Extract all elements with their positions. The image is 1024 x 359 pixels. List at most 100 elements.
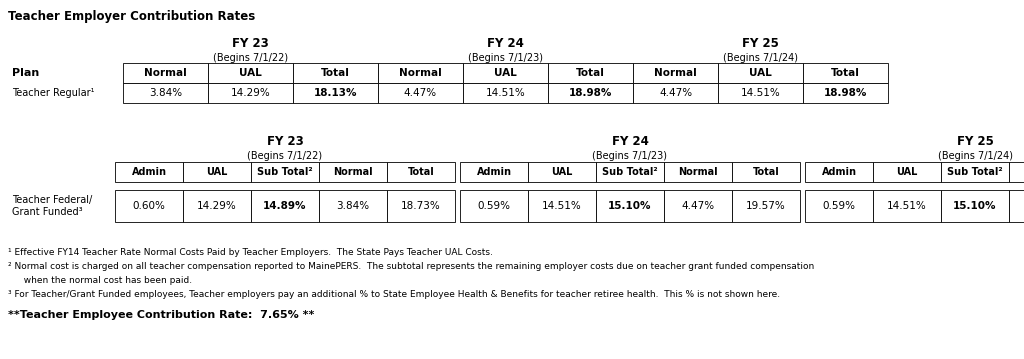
Bar	[732, 162, 800, 182]
Bar	[208, 63, 293, 83]
Text: 18.98%: 18.98%	[568, 88, 612, 98]
Bar	[251, 162, 319, 182]
Bar	[664, 190, 732, 222]
Text: FY 24: FY 24	[487, 37, 524, 50]
Text: (Begins 7/1/22): (Begins 7/1/22)	[248, 151, 323, 161]
Bar	[873, 190, 941, 222]
Bar	[123, 83, 208, 103]
Bar	[548, 83, 633, 103]
Text: 18.13%: 18.13%	[313, 88, 357, 98]
Bar	[718, 63, 803, 83]
Bar	[319, 162, 387, 182]
Bar	[528, 190, 596, 222]
Text: 15.10%: 15.10%	[953, 201, 996, 211]
Text: (Begins 7/1/23): (Begins 7/1/23)	[468, 53, 543, 63]
Bar	[183, 162, 251, 182]
Bar	[463, 63, 548, 83]
Text: ¹ Effective FY14 Teacher Rate Normal Costs Paid by Teacher Employers.  The State: ¹ Effective FY14 Teacher Rate Normal Cos…	[8, 248, 493, 257]
Text: UAL: UAL	[495, 68, 517, 78]
Bar	[319, 190, 387, 222]
Text: Total: Total	[577, 68, 605, 78]
Bar	[115, 190, 183, 222]
Text: Total: Total	[753, 167, 779, 177]
Text: UAL: UAL	[551, 167, 572, 177]
Text: **Teacher Employee Contribution Rate:  7.65% **: **Teacher Employee Contribution Rate: 7.…	[8, 309, 314, 320]
Bar	[1009, 190, 1024, 222]
Text: Normal: Normal	[678, 167, 718, 177]
Text: 14.29%: 14.29%	[230, 88, 270, 98]
Bar	[805, 162, 873, 182]
Text: Plan: Plan	[12, 68, 39, 78]
Text: 3.84%: 3.84%	[337, 201, 370, 211]
Text: Teacher Employer Contribution Rates: Teacher Employer Contribution Rates	[8, 10, 255, 23]
Text: ³ For Teacher/Grant Funded employees, Teacher employers pay an additional % to S: ³ For Teacher/Grant Funded employees, Te…	[8, 290, 780, 299]
Text: UAL: UAL	[896, 167, 918, 177]
Bar	[387, 190, 455, 222]
Text: 14.51%: 14.51%	[542, 201, 582, 211]
Text: Normal: Normal	[144, 68, 186, 78]
Bar	[183, 190, 251, 222]
Text: 0.59%: 0.59%	[822, 201, 855, 211]
Text: (Begins 7/1/23): (Begins 7/1/23)	[593, 151, 668, 161]
Bar	[378, 63, 463, 83]
Bar	[803, 83, 888, 103]
Text: 14.29%: 14.29%	[198, 201, 237, 211]
Bar	[664, 162, 732, 182]
Text: UAL: UAL	[240, 68, 262, 78]
Text: 0.60%: 0.60%	[132, 201, 166, 211]
Text: 4.47%: 4.47%	[658, 88, 692, 98]
Bar	[528, 162, 596, 182]
Text: UAL: UAL	[206, 167, 227, 177]
Bar	[463, 83, 548, 103]
Bar	[633, 83, 718, 103]
Bar	[115, 162, 183, 182]
Bar	[805, 190, 873, 222]
Bar	[1009, 162, 1024, 182]
Text: UAL: UAL	[750, 68, 772, 78]
Text: 14.89%: 14.89%	[263, 201, 307, 211]
Bar	[123, 63, 208, 83]
Bar	[378, 83, 463, 103]
Text: Normal: Normal	[399, 68, 442, 78]
Text: 0.59%: 0.59%	[477, 201, 511, 211]
Text: Admin: Admin	[131, 167, 167, 177]
Text: Normal: Normal	[333, 167, 373, 177]
Text: Sub Total²: Sub Total²	[257, 167, 312, 177]
Text: 18.73%: 18.73%	[401, 201, 441, 211]
Bar	[633, 63, 718, 83]
Bar	[387, 162, 455, 182]
Text: FY 25: FY 25	[742, 37, 779, 50]
Text: ² Normal cost is charged on all teacher compensation reported to MainePERS.  The: ² Normal cost is charged on all teacher …	[8, 262, 814, 271]
Bar	[941, 162, 1009, 182]
Text: 18.98%: 18.98%	[824, 88, 867, 98]
Text: 3.84%: 3.84%	[148, 88, 182, 98]
Text: 4.47%: 4.47%	[403, 88, 437, 98]
Text: 4.47%: 4.47%	[681, 201, 715, 211]
Bar	[596, 162, 664, 182]
Text: FY 23: FY 23	[232, 37, 269, 50]
Bar	[941, 190, 1009, 222]
Text: Admin: Admin	[821, 167, 856, 177]
Text: (Begins 7/1/22): (Begins 7/1/22)	[213, 53, 288, 63]
Bar	[803, 63, 888, 83]
Text: Normal: Normal	[654, 68, 697, 78]
Text: (Begins 7/1/24): (Begins 7/1/24)	[938, 151, 1013, 161]
Text: 15.10%: 15.10%	[608, 201, 651, 211]
Bar	[718, 83, 803, 103]
Bar	[548, 63, 633, 83]
Bar	[293, 63, 378, 83]
Text: FY 23: FY 23	[266, 135, 303, 148]
Bar	[873, 162, 941, 182]
Text: FY 25: FY 25	[956, 135, 993, 148]
Bar	[460, 190, 528, 222]
Text: FY 24: FY 24	[611, 135, 648, 148]
Bar	[251, 190, 319, 222]
Text: Teacher Federal/
Grant Funded³: Teacher Federal/ Grant Funded³	[12, 195, 92, 217]
Text: 14.51%: 14.51%	[740, 88, 780, 98]
Text: Total: Total	[322, 68, 350, 78]
Text: Sub Total²: Sub Total²	[947, 167, 1002, 177]
Text: 14.51%: 14.51%	[887, 201, 927, 211]
Bar	[596, 190, 664, 222]
Text: when the normal cost has been paid.: when the normal cost has been paid.	[18, 276, 193, 285]
Bar	[208, 83, 293, 103]
